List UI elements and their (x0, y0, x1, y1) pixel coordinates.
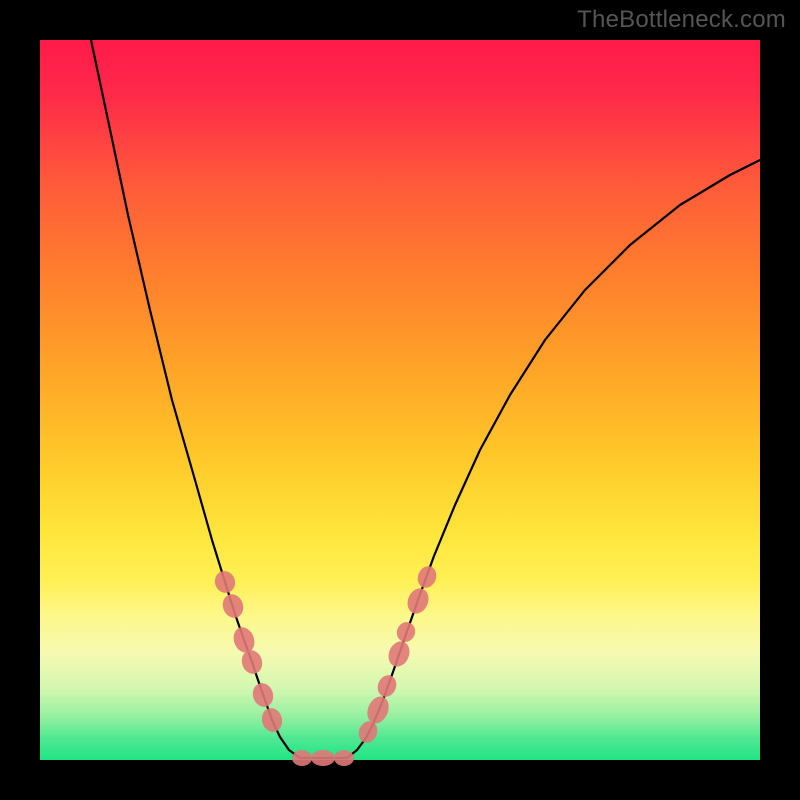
data-marker (311, 750, 335, 766)
watermark-text: TheBottleneck.com (577, 6, 786, 34)
chart-container: TheBottleneck.com (0, 0, 800, 800)
data-marker (292, 750, 312, 766)
data-marker (334, 750, 354, 766)
chart-svg (0, 0, 800, 800)
